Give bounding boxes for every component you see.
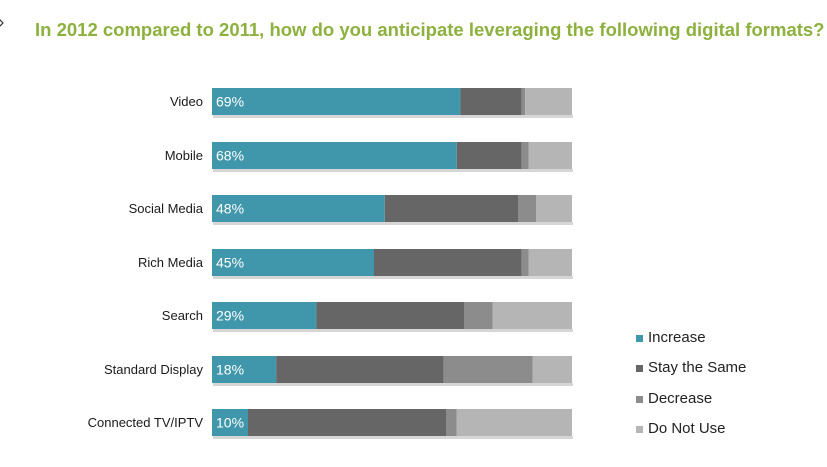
legend-swatch [636, 365, 643, 373]
bar-mobile-increase [212, 142, 457, 169]
bar-standard-display-increase [212, 356, 277, 383]
bar-mobile-do-not-use [528, 142, 572, 169]
data-label: 10% [216, 415, 244, 431]
bar-standard-display-decrease [443, 356, 533, 383]
bar-social-media-increase [212, 195, 385, 222]
bar-mobile-stay-the-same [456, 142, 522, 169]
bar-connected-tv-iptv-decrease [446, 409, 457, 436]
bar-rich-media-stay-the-same [374, 249, 522, 276]
legend: Increase Stay the Same Decrease Do Not Use [636, 326, 746, 447]
bar-video-increase [212, 88, 461, 115]
bar-social-media-do-not-use [536, 195, 572, 222]
bar-search-do-not-use [492, 302, 572, 329]
bar-social-media-decrease [518, 195, 536, 222]
bar-shadow [213, 383, 573, 386]
bar-shadow [213, 169, 573, 172]
data-label: 45% [216, 255, 244, 271]
bar-search-stay-the-same [316, 302, 464, 329]
bar-rich-media-do-not-use [528, 249, 572, 276]
bar-standard-display-stay-the-same [276, 356, 444, 383]
legend-item-decrease: Decrease [636, 387, 746, 417]
data-label: 68% [216, 148, 244, 164]
bar-video-stay-the-same [460, 88, 522, 115]
legend-swatch [636, 425, 643, 433]
bar-connected-tv-iptv-increase [212, 409, 248, 436]
data-label: 69% [216, 94, 244, 110]
bar-shadow [213, 436, 573, 439]
category-label: Standard Display [104, 362, 203, 377]
category-label: Mobile [165, 148, 203, 163]
bar-shadow [213, 329, 573, 332]
category-label: Video [170, 94, 203, 109]
bar-shadow [213, 222, 573, 225]
legend-label: Increase [648, 329, 706, 346]
legend-swatch [636, 335, 643, 342]
legend-label: Stay the Same [648, 359, 747, 377]
bar-social-media-stay-the-same [384, 195, 518, 222]
data-label: 29% [216, 308, 244, 324]
bar-rich-media-increase [212, 249, 374, 276]
corner-arrow-icon [0, 19, 4, 27]
category-label: Social Media [129, 201, 204, 216]
legend-item-increase: Increase [636, 326, 746, 356]
legend-label: Do Not Use [648, 419, 726, 437]
bar-video-decrease [521, 88, 526, 115]
category-label: Connected TV/IPTV [88, 415, 204, 430]
bar-connected-tv-iptv-do-not-use [456, 409, 572, 436]
bar-search-decrease [464, 302, 493, 329]
bar-rich-media-decrease [521, 249, 529, 276]
legend-item-stay-the-same: Stay the Same [636, 356, 746, 386]
bar-search-increase [212, 302, 317, 329]
category-label: Rich Media [138, 255, 204, 270]
chart-title: In 2012 compared to 2011, how do you ant… [35, 19, 825, 40]
bar-shadow [213, 276, 573, 279]
category-label: Search [162, 308, 203, 323]
bar-mobile-decrease [521, 142, 529, 169]
data-label: 48% [216, 201, 244, 217]
bar-connected-tv-iptv-stay-the-same [248, 409, 446, 436]
bar-shadow [213, 115, 573, 118]
legend-label: Decrease [648, 389, 713, 407]
legend-item-do-not-use: Do Not Use [636, 417, 746, 447]
legend-swatch [636, 395, 643, 403]
data-label: 18% [216, 362, 244, 378]
bar-standard-display-do-not-use [532, 356, 572, 383]
bar-video-do-not-use [525, 88, 572, 115]
